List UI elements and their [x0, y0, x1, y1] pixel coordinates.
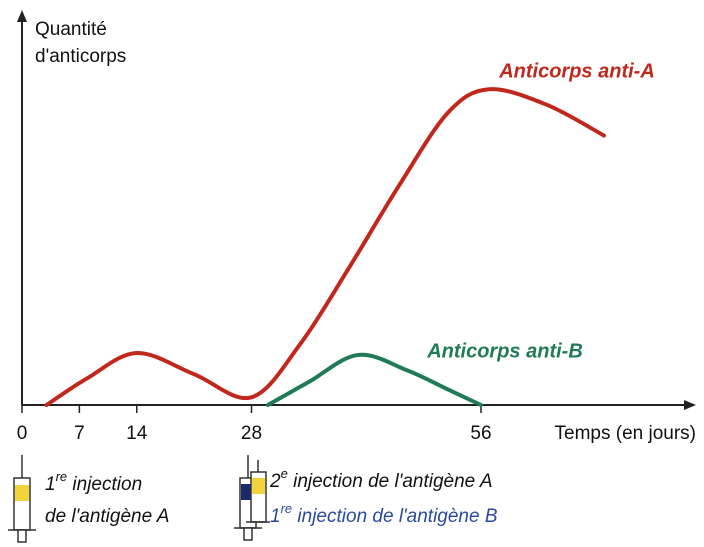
- annotation-text: injection de l'antigène A: [288, 471, 493, 492]
- annotation-ordinal: 1: [270, 506, 281, 527]
- x-tick-label: 14: [126, 423, 148, 444]
- x-tick-label: 7: [74, 423, 85, 444]
- annotation-sup: e: [281, 466, 288, 481]
- annotation-sup: re: [56, 469, 68, 484]
- series-label: Anticorps anti-A: [498, 60, 655, 82]
- x-tick-label: 28: [241, 423, 262, 444]
- y-axis-label: d'anticorps: [35, 46, 126, 67]
- x-tick-label: 56: [470, 423, 491, 444]
- annotation-text: injection: [67, 474, 142, 495]
- annotation: 2e injection de l'antigène A: [269, 466, 493, 492]
- annotation: 1re injection de l'antigène B: [270, 501, 498, 527]
- annotation-sup: re: [281, 501, 293, 516]
- annotation: de l'antigène A: [45, 506, 169, 527]
- x-axis-label: Temps (en jours): [555, 423, 697, 444]
- y-axis-label: Quantité: [35, 19, 107, 40]
- syringe-icon: [234, 455, 270, 540]
- chart: Quantité d'anticorps Temps (en jours) 0 7…: [0, 0, 704, 547]
- x-axis-arrow: [684, 400, 696, 410]
- x-tick-label: 0: [17, 423, 28, 444]
- y-axis-arrow: [17, 10, 27, 22]
- annotation-ordinal: 2: [269, 471, 281, 492]
- annotation-text: injection de l'antigène B: [292, 506, 498, 527]
- annotation: 1re injection: [45, 469, 142, 495]
- syringe-icon: [8, 455, 36, 542]
- annotation-ordinal: 1: [45, 474, 56, 495]
- series-label: Anticorps anti-B: [426, 340, 583, 362]
